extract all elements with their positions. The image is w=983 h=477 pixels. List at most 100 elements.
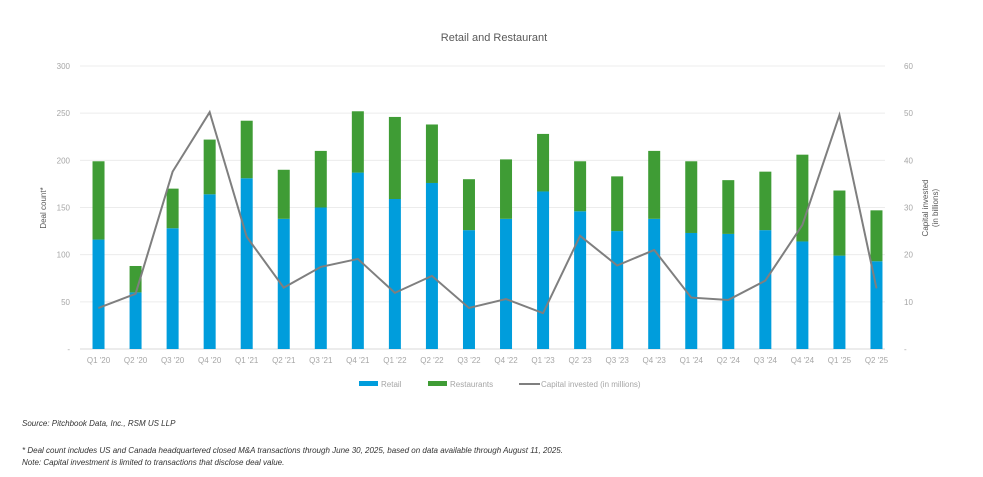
y2-tick-label: 20	[904, 251, 913, 260]
x-tick-label: Q3 '22	[457, 356, 481, 365]
capital-invested-point	[579, 235, 581, 237]
bar-restaurants	[611, 176, 624, 232]
capital-invested-point	[135, 293, 137, 295]
bar-restaurants	[166, 188, 179, 229]
bar-retail	[870, 261, 883, 349]
bar-retail	[796, 241, 809, 349]
bar-retail	[537, 191, 550, 349]
y2-tick-label: 60	[904, 62, 913, 71]
capital-invested-point	[431, 275, 433, 277]
legend-swatch-retail	[359, 381, 378, 386]
capital-invested-point	[320, 266, 322, 268]
chart-title: Retail and Restaurant	[441, 32, 547, 44]
bar-retail	[833, 255, 846, 349]
capital-invested-point	[727, 299, 729, 301]
legend-label-retail: Retail	[381, 380, 402, 389]
y2-tick-label: 10	[904, 298, 913, 307]
bar-restaurants	[388, 116, 401, 200]
bar-restaurants	[796, 154, 809, 242]
capital-invested-point	[616, 265, 618, 267]
capital-invested-point	[357, 258, 359, 260]
bar-restaurants	[759, 171, 772, 231]
bar-retail	[574, 211, 587, 349]
x-tick-label: Q4 '23	[643, 356, 667, 365]
y2-tick-label: 50	[904, 109, 913, 118]
x-tick-label: Q2 '23	[568, 356, 592, 365]
y-tick-label: 50	[61, 298, 70, 307]
bar-restaurants	[722, 180, 735, 234]
bar-retail	[240, 178, 253, 349]
bar-retail	[277, 218, 290, 349]
x-tick-label: Q2 '21	[272, 356, 296, 365]
capital-invested-point	[690, 297, 692, 299]
bar-restaurants	[351, 111, 364, 173]
y2-tick-label: 40	[904, 156, 913, 165]
capital-invested-point	[505, 298, 507, 300]
source-note: Source: Pitchbook Data, Inc., RSM US LLP	[22, 419, 176, 428]
bar-retail	[351, 172, 364, 349]
legend: Retail Restaurants Capital invested (in …	[359, 380, 641, 389]
x-tick-label: Q1 '24	[680, 356, 704, 365]
deal-count-note: * Deal count includes US and Canada head…	[22, 446, 563, 455]
y2-tick-label: 30	[904, 204, 913, 213]
x-tick-label: Q1 '25	[828, 356, 852, 365]
x-tick-label: Q1 '20	[87, 356, 111, 365]
y-tick-label: 150	[57, 204, 71, 213]
bar-retail	[500, 218, 513, 349]
y-tick-label: 300	[57, 62, 71, 71]
bar-restaurants	[92, 161, 105, 240]
bar-restaurants	[240, 120, 253, 179]
capital-invested-line	[98, 109, 878, 315]
bar-restaurants	[203, 139, 216, 195]
bar-retail	[425, 182, 438, 349]
capital-note: Note: Capital investment is limited to t…	[22, 458, 285, 467]
bar-retail	[722, 233, 735, 349]
capital-invested-point	[764, 280, 766, 282]
capital-invested-point	[875, 287, 877, 289]
bar-retail	[203, 194, 216, 349]
capital-invested-point	[246, 236, 248, 238]
bar-retail	[611, 231, 624, 349]
capital-invested-point	[394, 292, 396, 294]
x-tick-label: Q3 '23	[605, 356, 629, 365]
x-tick-label: Q1 '22	[383, 356, 407, 365]
x-tick-label: Q2 '20	[124, 356, 148, 365]
capital-invested-point	[209, 111, 211, 113]
capital-invested-point	[542, 312, 544, 314]
bar-retail	[685, 232, 698, 349]
bar-restaurants	[648, 150, 661, 219]
y-tick-label: -	[67, 345, 70, 354]
bar-retail	[92, 239, 105, 349]
bar-retail	[314, 207, 327, 349]
bar-restaurants	[500, 159, 513, 219]
x-tick-label: Q3 '21	[309, 356, 333, 365]
x-tick-label: Q4 '21	[346, 356, 370, 365]
y2-axis-label-line1: Capital invested	[921, 180, 930, 237]
capital-invested-point	[98, 307, 100, 309]
bar-restaurants	[537, 133, 550, 192]
x-tick-label: Q4 '24	[791, 356, 815, 365]
capital-invested-point	[653, 249, 655, 251]
bar-restaurants	[314, 150, 327, 208]
y2-axis-label-line2: (in billions)	[931, 189, 940, 228]
y-tick-label: 250	[57, 109, 71, 118]
bar-retail	[648, 218, 661, 349]
legend-swatch-restaurants	[428, 381, 447, 386]
bar-restaurants	[870, 210, 883, 262]
capital-invested-point	[283, 287, 285, 289]
capital-invested-point	[801, 224, 803, 226]
bar-retail	[462, 230, 475, 349]
x-tick-label: Q2 '25	[865, 356, 889, 365]
bar-restaurants	[574, 161, 587, 212]
bar-retail	[129, 292, 142, 349]
x-tick-label: Q4 '22	[494, 356, 518, 365]
capital-invested-point	[468, 307, 470, 309]
x-tick-label: Q3 '24	[754, 356, 778, 365]
y-tick-label: 200	[57, 156, 71, 165]
bar-restaurants	[277, 169, 290, 219]
y-axis-label: Deal count*	[39, 187, 48, 228]
y2-tick-label: -	[904, 345, 907, 354]
y-tick-label: 100	[57, 251, 71, 260]
